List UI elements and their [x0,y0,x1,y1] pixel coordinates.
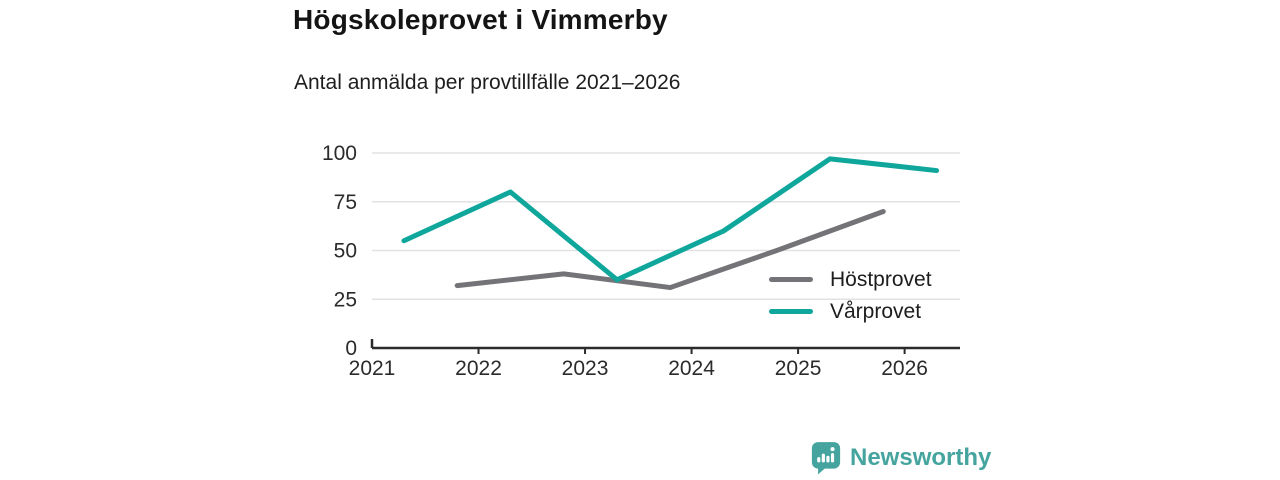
x-tick-label: 2026 [881,357,928,380]
y-tick-label: 50 [334,240,357,263]
chart-legend: Höstprovet Vårprovet [769,266,932,330]
y-tick-label: 25 [334,288,357,311]
y-tick-label: 100 [322,142,357,165]
x-tick-label: 2025 [775,357,822,380]
legend-item-varprovet: Vårprovet [769,298,932,325]
legend-item-hostprovet: Höstprovet [769,266,932,293]
legend-label-hostprovet: Höstprovet [830,268,932,291]
x-tick-label: 2023 [562,357,609,380]
legend-swatch-varprovet [769,309,813,314]
x-tick-label: 2024 [668,357,715,380]
newsworthy-bubble-chart-icon [811,442,841,475]
chart-subtitle: Antal anmälda per provtillfälle 2021–202… [294,71,681,94]
brand-name: Newsworthy [850,444,992,471]
chart-title: Högskoleprovet i Vimmerby [293,4,668,35]
series-line-vårprovet [401,156,940,283]
y-tick-label: 75 [334,191,357,214]
series-line-höstprovet [454,209,886,291]
x-tick-label: 2021 [349,357,396,380]
y-tick-label: 0 [345,337,357,360]
newsworthy-logo: Newsworthy [811,441,991,475]
x-tick-label: 2022 [455,357,502,380]
legend-swatch-hostprovet [769,277,813,282]
legend-label-varprovet: Vårprovet [830,300,922,323]
